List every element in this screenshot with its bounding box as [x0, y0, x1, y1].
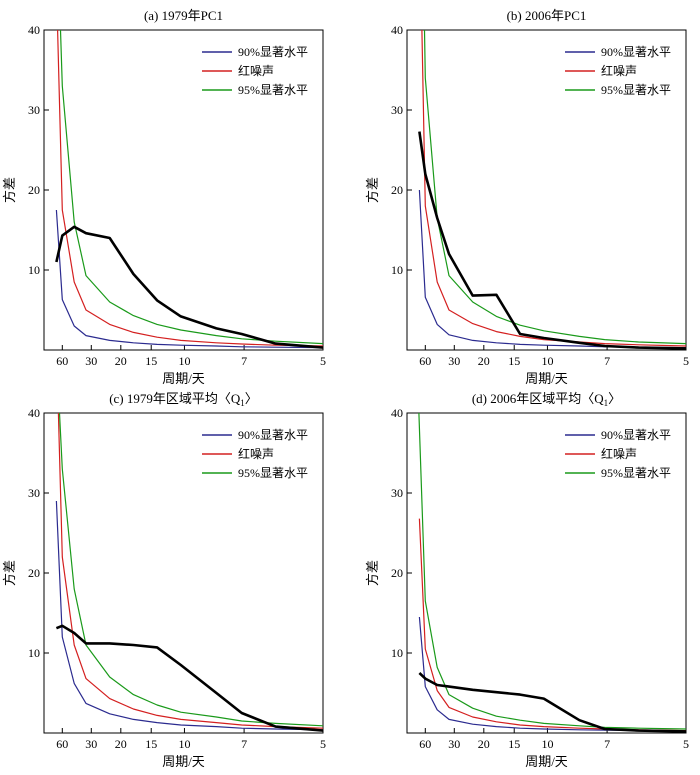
y-tick-label: 30 [28, 103, 40, 117]
legend-label: 红噪声 [238, 63, 274, 78]
x-tick-label: 30 [85, 737, 97, 751]
x-axis-label: 周期/天 [525, 754, 568, 769]
spectrum-line [418, 131, 686, 350]
x-tick-label: 7 [241, 737, 247, 751]
x-tick-label: 60 [56, 354, 68, 368]
panel-title: (b) 2006年PC1 [507, 8, 587, 23]
x-axis-label: 周期/天 [525, 371, 568, 386]
series-line-sig90 [418, 189, 686, 349]
spectrum-line [55, 225, 323, 349]
series-line-sig90 [55, 500, 323, 731]
y-axis-label: 方差 [365, 560, 380, 586]
legend-label: 90%显著水平 [601, 428, 671, 442]
legend-label: 95%显著水平 [238, 83, 308, 97]
x-axis-label: 周期/天 [162, 754, 205, 769]
y-tick-label: 10 [28, 646, 40, 660]
x-tick-label: 5 [683, 737, 689, 751]
panel-2: 10 20 30 40 60 30 20 15 10 7 5 周期/天 方差 (b) 2006年PC1 90… [365, 8, 689, 386]
legend-label: 95%显著水平 [238, 466, 308, 480]
x-tick-label: 60 [419, 354, 431, 368]
series-line-red_noise [418, 518, 686, 732]
spectrum-line [418, 672, 686, 733]
plot-frame [43, 412, 324, 734]
y-tick-label: 10 [28, 263, 40, 277]
series-line-sig90 [55, 209, 323, 349]
legend-label: 95%显著水平 [601, 83, 671, 97]
y-tick-label: 40 [391, 406, 403, 420]
legend-label: 红噪声 [601, 63, 637, 78]
spectrum-line [55, 624, 323, 732]
panel-title: (d) 2006年区域平均〈Q1〉 [472, 391, 621, 408]
panel-3: 10 20 30 40 60 30 20 15 10 7 5 周期/天 方差 (c) 1979年区域平均〈… [2, 391, 326, 769]
y-axis-label: 方差 [365, 177, 380, 203]
x-tick-label: 30 [85, 354, 97, 368]
y-tick-label: 40 [391, 23, 403, 37]
y-tick-label: 30 [391, 103, 403, 117]
x-tick-label: 7 [604, 354, 610, 368]
y-tick-label: 10 [391, 646, 403, 660]
series-line-red_noise [57, 30, 323, 347]
series-line-sig90 [418, 616, 686, 732]
x-tick-label: 15 [508, 737, 520, 751]
y-tick-label: 20 [28, 183, 40, 197]
panel-1: 10 20 30 40 60 30 20 15 10 7 5 周期/天 方差 (a) 1979年PC1 90… [2, 8, 326, 386]
legend-label: 90%显著水平 [238, 45, 308, 59]
x-tick-label: 60 [56, 737, 68, 751]
legend-label: 95%显著水平 [601, 466, 671, 480]
x-tick-label: 30 [448, 737, 460, 751]
x-tick-label: 10 [178, 354, 190, 368]
panel-4: 10 20 30 40 60 30 20 15 10 7 5 周期/天 方差 (d) 2006年区域平均〈… [365, 391, 689, 769]
x-axis-label: 周期/天 [162, 371, 205, 386]
y-tick-label: 10 [391, 263, 403, 277]
x-tick-label: 15 [145, 737, 157, 751]
panel-title: (c) 1979年区域平均〈Q1〉 [109, 391, 258, 408]
x-tick-label: 7 [241, 354, 247, 368]
y-axis-label: 方差 [2, 177, 17, 203]
y-tick-label: 20 [391, 566, 403, 580]
x-tick-label: 5 [320, 354, 326, 368]
x-tick-label: 20 [478, 737, 490, 751]
x-tick-label: 15 [145, 354, 157, 368]
x-tick-label: 15 [508, 354, 520, 368]
x-tick-label: 10 [178, 737, 190, 751]
x-tick-label: 20 [115, 737, 127, 751]
x-tick-label: 5 [683, 354, 689, 368]
y-tick-label: 30 [391, 486, 403, 500]
legend-label: 红噪声 [238, 446, 274, 461]
series-line-sig95 [418, 413, 686, 730]
panel-title: (a) 1979年PC1 [144, 8, 223, 23]
series-line-sig95 [423, 30, 686, 345]
series-line-sig95 [58, 413, 323, 727]
series-line-red_noise [421, 30, 686, 347]
x-tick-label: 10 [541, 354, 553, 368]
plot-frame [406, 412, 687, 734]
legend-label: 红噪声 [601, 446, 637, 461]
y-tick-label: 40 [28, 406, 40, 420]
series-line-sig95 [59, 30, 323, 345]
y-tick-label: 20 [28, 566, 40, 580]
series-line-red_noise [57, 413, 323, 729]
y-tick-label: 20 [391, 183, 403, 197]
x-tick-label: 20 [478, 354, 490, 368]
x-tick-label: 60 [419, 737, 431, 751]
y-axis-label: 方差 [2, 560, 17, 586]
y-tick-label: 40 [28, 23, 40, 37]
legend-label: 90%显著水平 [601, 45, 671, 59]
x-tick-label: 7 [604, 737, 610, 751]
plot-frame [406, 29, 687, 351]
x-tick-label: 30 [448, 354, 460, 368]
x-tick-label: 10 [541, 737, 553, 751]
x-tick-label: 5 [320, 737, 326, 751]
x-tick-label: 20 [115, 354, 127, 368]
plot-frame [43, 29, 324, 351]
legend-label: 90%显著水平 [238, 428, 308, 442]
y-tick-label: 30 [28, 486, 40, 500]
